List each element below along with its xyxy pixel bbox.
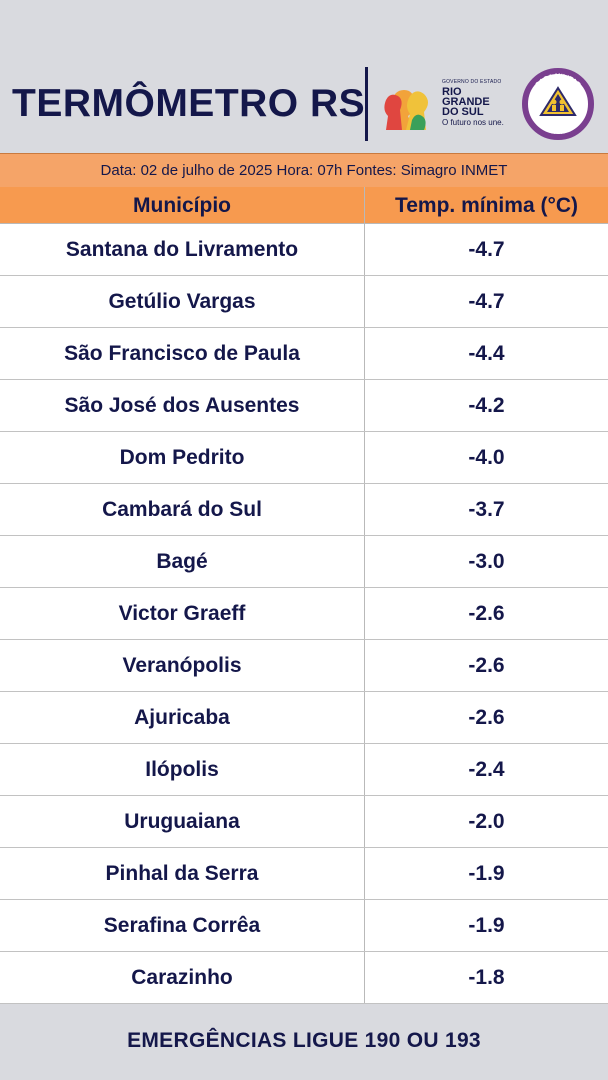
gov-name-line3: DO SUL bbox=[442, 106, 484, 118]
cell-municipio: São Francisco de Paula bbox=[64, 342, 300, 365]
cell-temp: -2.6 bbox=[364, 588, 608, 639]
rs-government-text: GOVERNO DO ESTADO RIO GRANDE DO SUL O fu… bbox=[442, 80, 522, 127]
cell-temp: -4.4 bbox=[364, 328, 608, 379]
column-header-temp: Temp. mínima (°C) bbox=[364, 187, 608, 223]
cell-municipio: Pinhal da Serra bbox=[105, 862, 259, 885]
cell-municipio: Victor Graeff bbox=[118, 602, 246, 625]
table-row: São Francisco de Paula -4.4 bbox=[0, 328, 608, 380]
table-row: Ajuricaba -2.6 bbox=[0, 692, 608, 744]
cell-municipio: Cambará do Sul bbox=[102, 498, 262, 521]
cell-temp: -1.9 bbox=[364, 900, 608, 951]
page-title: TERMÔMETRO RS bbox=[12, 82, 366, 125]
table-row: Ilópolis -2.4 bbox=[0, 744, 608, 796]
table-row: Uruguaiana -2.0 bbox=[0, 796, 608, 848]
emergency-notice: EMERGÊNCIAS LIGUE 190 OU 193 bbox=[127, 1029, 481, 1052]
table-body: Santana do Livramento -4.7 Getúlio Varga… bbox=[0, 224, 608, 1004]
cell-temp: -1.9 bbox=[364, 848, 608, 899]
cell-temp: -4.2 bbox=[364, 380, 608, 431]
header-divider bbox=[365, 67, 368, 141]
footer: EMERGÊNCIAS LIGUE 190 OU 193 bbox=[0, 1004, 608, 1080]
gov-name-line1: RIO bbox=[442, 86, 462, 98]
cell-municipio: Carazinho bbox=[131, 966, 233, 989]
header: TERMÔMETRO RS GOVERNO DO ESTADO RIO GRAN… bbox=[0, 0, 608, 152]
table-row: Cambará do Sul -3.7 bbox=[0, 484, 608, 536]
table-row: Dom Pedrito -4.0 bbox=[0, 432, 608, 484]
cell-municipio: Veranópolis bbox=[122, 654, 242, 677]
cell-municipio: Ajuricaba bbox=[134, 706, 230, 729]
table-header-row: Município Temp. mínima (°C) bbox=[0, 187, 608, 224]
table-row: Santana do Livramento -4.7 bbox=[0, 224, 608, 276]
cell-temp: -1.8 bbox=[364, 952, 608, 1003]
cell-temp: -2.6 bbox=[364, 640, 608, 691]
cell-municipio: Uruguaiana bbox=[124, 810, 240, 833]
info-bar: Data: 02 de julho de 2025 Hora: 07h Font… bbox=[0, 153, 608, 187]
table-row: Getúlio Vargas -4.7 bbox=[0, 276, 608, 328]
cell-temp: -4.7 bbox=[364, 276, 608, 327]
cell-temp: -2.4 bbox=[364, 744, 608, 795]
table-row: São José dos Ausentes -4.2 bbox=[0, 380, 608, 432]
cell-temp: -2.0 bbox=[364, 796, 608, 847]
cell-municipio: Santana do Livramento bbox=[65, 238, 299, 261]
cell-municipio: Ilópolis bbox=[145, 758, 219, 781]
cell-temp: -4.7 bbox=[364, 224, 608, 275]
cell-temp: -4.0 bbox=[364, 432, 608, 483]
cell-temp: -3.7 bbox=[364, 484, 608, 535]
gov-small-label: GOVERNO DO ESTADO bbox=[442, 79, 502, 85]
table-row: Veranópolis -2.6 bbox=[0, 640, 608, 692]
cell-temp: -2.6 bbox=[364, 692, 608, 743]
column-header-municipio: Município bbox=[133, 194, 231, 217]
rs-government-logo-icon bbox=[384, 90, 428, 130]
table-row: Carazinho -1.8 bbox=[0, 952, 608, 1004]
gov-name-line2: GRANDE bbox=[442, 96, 490, 108]
table-row: Bagé -3.0 bbox=[0, 536, 608, 588]
cell-temp: -3.0 bbox=[364, 536, 608, 587]
table-row: Serafina Corrêa -1.9 bbox=[0, 900, 608, 952]
cell-municipio: Getúlio Vargas bbox=[108, 290, 256, 313]
cell-municipio: São José dos Ausentes bbox=[64, 394, 300, 417]
cell-municipio: Serafina Corrêa bbox=[103, 914, 261, 937]
table-row: Victor Graeff -2.6 bbox=[0, 588, 608, 640]
defesa-civil-seal-icon: CASA MILITAR DEFESA CIVIL - RS bbox=[522, 68, 594, 140]
table-row: Pinhal da Serra -1.9 bbox=[0, 848, 608, 900]
gov-slogan: O futuro nos une. bbox=[442, 118, 504, 127]
cell-municipio: Dom Pedrito bbox=[119, 446, 245, 469]
cell-municipio: Bagé bbox=[156, 550, 208, 573]
